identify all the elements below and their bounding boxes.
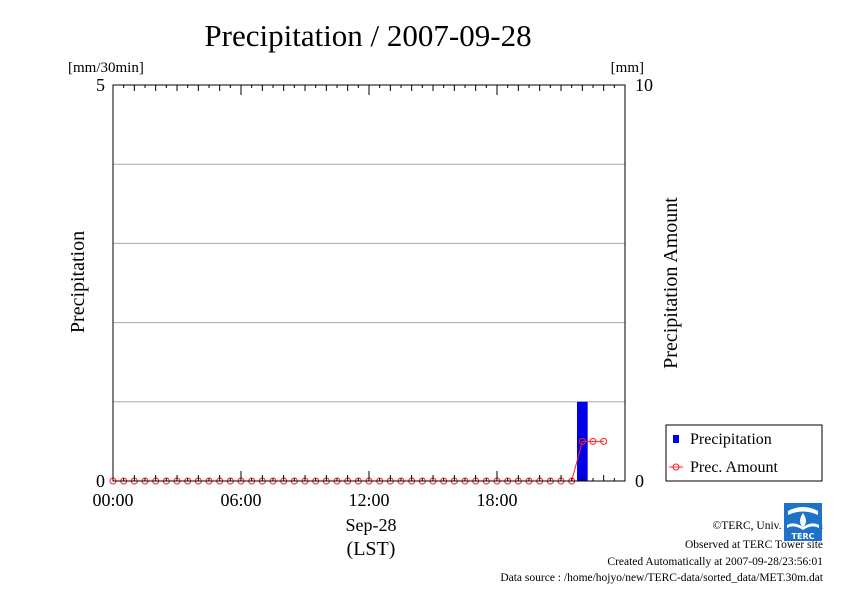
prec-amount-line: [113, 440, 604, 482]
plot-frame: [112, 84, 626, 482]
x-tick-label: 18:00: [476, 490, 517, 510]
x-tick-label: 06:00: [220, 490, 261, 510]
left-tick-label: 0: [96, 471, 105, 491]
prec-amount-point: [589, 437, 597, 445]
logo-text: TERC: [792, 532, 815, 541]
x-axis-date: Sep-28: [346, 515, 397, 535]
legend-label-precipitation: Precipitation: [690, 431, 772, 448]
right-axis-label: Precipitation Amount: [660, 197, 682, 369]
prec-amount-point: [600, 437, 608, 445]
left-axis-label: Precipitation: [67, 231, 89, 333]
legend-label-prec-amount: Prec. Amount: [690, 459, 779, 476]
footer-source: Data source : /home/hojyo/new/TERC-data/…: [500, 572, 823, 584]
legend-box: [665, 424, 823, 482]
terc-logo-icon: TERC: [784, 503, 822, 541]
footer-observed: Observed at TERC Tower site: [684, 539, 823, 551]
footer-created: Created Automatically at 2007-09-28/23:5…: [607, 556, 823, 568]
legend-point-swatch: [672, 463, 680, 471]
plot-area: 00:00 06:00 12:00 18:00 5 0 10 0: [92, 75, 653, 510]
right-tick-label: 10: [635, 75, 653, 95]
left-axis-unit: [mm/30min]: [68, 60, 144, 76]
chart-title: Precipitation / 2007-09-28: [204, 18, 531, 53]
right-tick-label: 0: [635, 471, 644, 491]
legend-bar-swatch: [673, 435, 679, 443]
prec-amount-point: [578, 437, 586, 445]
x-axis-timezone: (LST): [347, 538, 396, 560]
legend: Precipitation Prec. Amount: [665, 424, 823, 482]
x-tick-label: 12:00: [348, 490, 389, 510]
x-tick-label: 00:00: [92, 490, 133, 510]
right-axis-unit: [mm]: [611, 60, 644, 76]
left-tick-label: 5: [96, 75, 105, 95]
